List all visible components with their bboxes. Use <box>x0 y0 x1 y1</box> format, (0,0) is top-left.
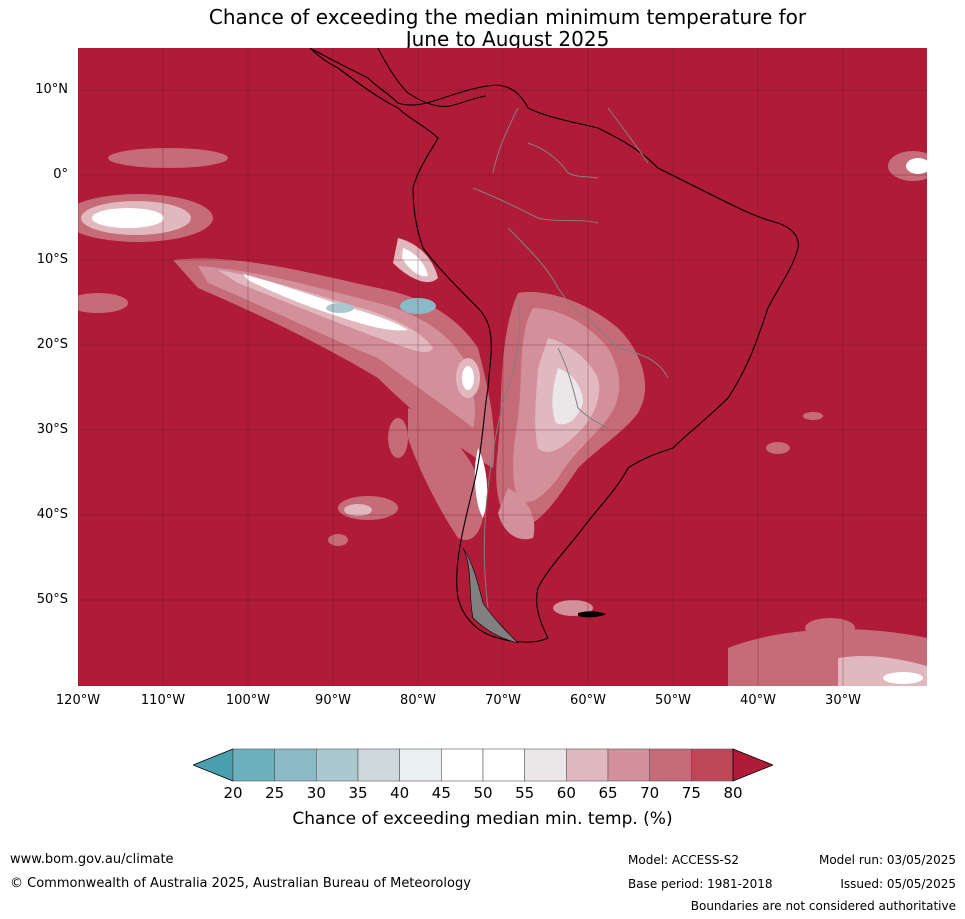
colorbar-segment <box>607 748 650 782</box>
map-title-line1: Chance of exceeding the median minimum t… <box>208 5 807 29</box>
falkland-islands <box>578 611 606 618</box>
colorbar-label: Chance of exceeding median min. temp. (%… <box>292 809 673 829</box>
central-america-coastline <box>377 48 487 107</box>
lon-label-120w: 120°W <box>55 693 101 708</box>
colorbar-tick-label: 25 <box>265 784 285 802</box>
colorbar-tick-label: 20 <box>223 784 243 802</box>
lat-label-30s: 30°S <box>36 422 68 437</box>
lat-label-50s: 50°S <box>36 592 68 607</box>
lon-label-90w: 90°W <box>315 693 351 708</box>
lat-label-40s: 40°S <box>36 507 68 522</box>
colorbar-tick-label: 60 <box>556 784 576 802</box>
lon-label-80w: 80°W <box>400 693 436 708</box>
lon-label-100w: 100°W <box>225 693 271 708</box>
colorbar-segment <box>482 748 525 782</box>
colorbar-extend-low <box>193 748 234 782</box>
colorbar-segment <box>357 748 400 782</box>
colorbar-tick-label: 45 <box>431 784 451 802</box>
colorbar-segment <box>274 748 317 782</box>
patagonia-islands <box>462 547 519 644</box>
probability-map <box>78 48 927 686</box>
footer-disclaimer: Boundaries are not considered authoritat… <box>690 899 956 913</box>
lon-label-30w: 30°W <box>825 693 861 708</box>
colorbar-segment <box>399 748 442 782</box>
lat-label-0: 0° <box>53 167 68 182</box>
lon-label-70w: 70°W <box>485 693 521 708</box>
colorbar-extend-high <box>732 748 773 782</box>
south-america-coastline <box>309 48 799 643</box>
colorbar-segment <box>566 748 609 782</box>
graticule <box>78 48 927 686</box>
lon-label-50w: 50°W <box>655 693 691 708</box>
lon-label-40w: 40°W <box>740 693 776 708</box>
colorbar-tick-label: 80 <box>723 784 743 802</box>
country-borders <box>472 107 669 609</box>
colorbar-tick-label: 65 <box>598 784 618 802</box>
lat-label-20s: 20°S <box>36 337 68 352</box>
colorbar-segment <box>691 748 734 782</box>
colorbar-segment <box>649 748 692 782</box>
colorbar-tick-label: 55 <box>515 784 535 802</box>
colorbar-tick-label: 35 <box>348 784 368 802</box>
colorbar-tick-label: 30 <box>306 784 326 802</box>
lon-label-60w: 60°W <box>570 693 606 708</box>
footer-model: Model: ACCESS-S2 <box>628 853 740 867</box>
colorbar-segment <box>232 748 275 782</box>
footer-model-run: Model run: 03/05/2025 <box>818 853 956 867</box>
probability-contours <box>78 148 927 686</box>
map-title-line2: June to August 2025 <box>405 27 610 51</box>
footer-copyright: © Commonwealth of Australia 2025, Austra… <box>10 876 471 891</box>
footer-website[interactable]: www.bom.gov.au/climate <box>10 852 174 867</box>
footer-issued: Issued: 05/05/2025 <box>840 877 956 891</box>
lat-label-10s: 10°S <box>36 252 68 267</box>
lon-label-110w: 110°W <box>140 693 186 708</box>
colorbar-tick-label: 75 <box>681 784 701 802</box>
colorbar <box>193 748 773 782</box>
colorbar-tick-label: 40 <box>390 784 410 802</box>
colorbar-tick-label: 70 <box>640 784 660 802</box>
colorbar-segments <box>193 748 773 782</box>
footer-base-period: Base period: 1981-2018 <box>628 877 773 891</box>
colorbar-segment <box>441 748 484 782</box>
colorbar-segment <box>316 748 359 782</box>
lat-label-10n: 10°N <box>35 82 68 97</box>
colorbar-segment <box>524 748 567 782</box>
colorbar-tick-label: 50 <box>473 784 493 802</box>
